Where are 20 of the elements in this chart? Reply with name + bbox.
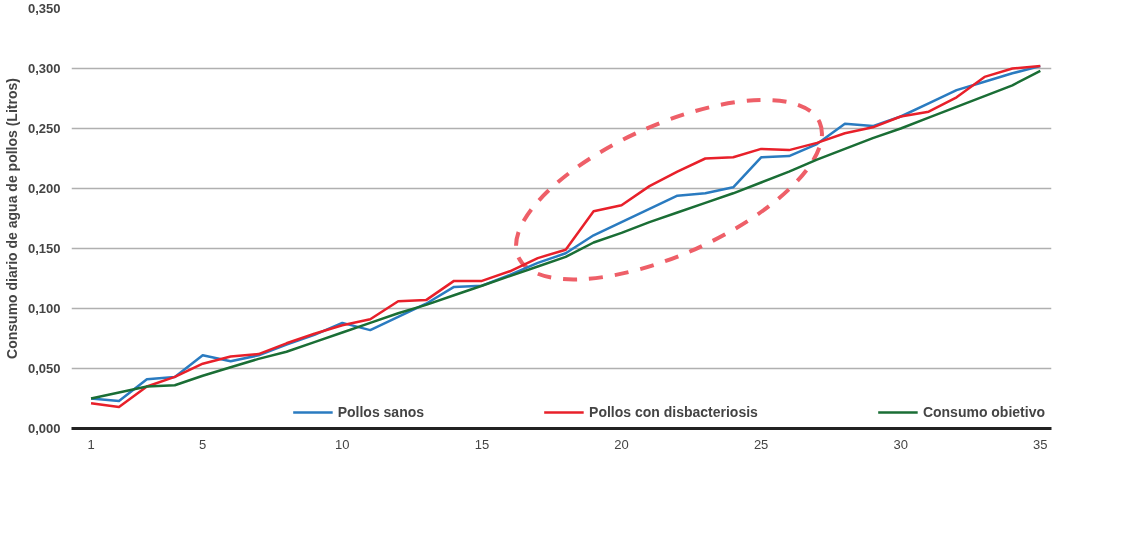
y-tick-label: 0,350 xyxy=(27,1,61,16)
y-tick-label: 0,200 xyxy=(27,181,61,196)
x-tick-label: 15 xyxy=(474,436,490,452)
legend-label: Consumo obietivo xyxy=(922,404,1045,420)
y-tick-label: 0,250 xyxy=(27,121,61,136)
x-tick-label: 20 xyxy=(614,436,629,452)
legend-label: Pollos con disbacteriosis xyxy=(589,404,758,420)
y-axis-title: Consumo diario de agua de pollos (Litros) xyxy=(3,78,20,359)
y-tick-label: 0,100 xyxy=(27,301,61,316)
y-tick-label: 0,050 xyxy=(27,361,61,376)
y-tick-label: 0,300 xyxy=(27,61,61,76)
x-tick-label: 30 xyxy=(893,436,908,452)
y-tick-label: 0,150 xyxy=(27,241,61,256)
y-tick-label: 0,000 xyxy=(27,421,61,436)
legend-label: Pollos sanos xyxy=(337,404,425,420)
x-tick-label: 25 xyxy=(753,436,769,452)
x-tick-label: 10 xyxy=(335,436,350,452)
x-tick-label: 1 xyxy=(87,436,95,452)
x-tick-label: 35 xyxy=(1033,436,1048,452)
x-tick-label: 5 xyxy=(199,436,207,452)
